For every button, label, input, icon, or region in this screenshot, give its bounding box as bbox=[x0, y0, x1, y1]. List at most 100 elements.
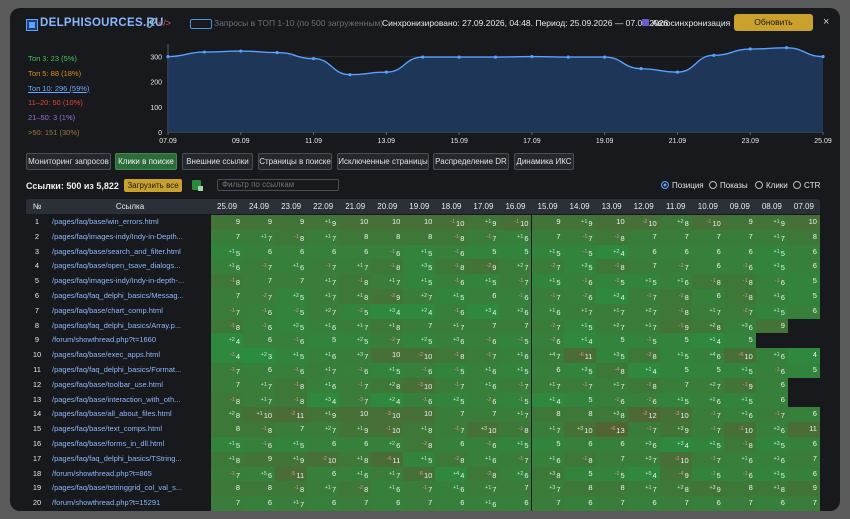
row-url-link[interactable]: /pages/faq/base/search_and_filter.html bbox=[52, 246, 181, 256]
row-url-link[interactable]: /pages/faq/base/win_errors.html bbox=[52, 217, 159, 226]
table-row[interactable]: 8/pages/faq/faq_delphi_basics/Array.p...… bbox=[26, 318, 820, 334]
col-date-header[interactable]: 18.09 bbox=[441, 202, 462, 211]
row-url-link[interactable]: /pages/faq/base/interaction_with_oth... bbox=[52, 394, 181, 404]
legend-item[interactable]: Топ 5: 88 (18%) bbox=[28, 68, 82, 78]
excel-export-icon[interactable] bbox=[192, 180, 203, 191]
col-date-header[interactable]: 14.09 bbox=[569, 202, 590, 211]
position-cell: 5 bbox=[723, 333, 756, 349]
table-row[interactable]: 1/pages/faq/base/win_errors.html 9 9 9 +19 10… bbox=[26, 215, 820, 230]
load-all-button[interactable]: Загрузить все bbox=[124, 179, 182, 192]
legend-item[interactable]: >50: 151 (30%) bbox=[28, 127, 80, 137]
row-url-link[interactable]: /pages/faq/base/forms_in_dll.html bbox=[52, 439, 165, 448]
position-value: 8 bbox=[748, 483, 753, 493]
site-name[interactable]: DELPHISOURCES.RU bbox=[40, 17, 164, 29]
table-row[interactable]: 18/forum/showthread.php?t=865 -17 +56 -511 6… bbox=[26, 466, 820, 482]
refresh-button[interactable]: Обновить bbox=[734, 14, 813, 31]
table-row[interactable]: 12/pages/faq/base/toolbar_use.html 7 +17 -1… bbox=[26, 377, 820, 393]
position-delta: -4 bbox=[614, 367, 620, 373]
col-date-header[interactable]: 21.09 bbox=[345, 202, 366, 211]
row-url-link[interactable]: /pages/faq/base/text_comps.html bbox=[52, 424, 163, 434]
code-icon[interactable]: </> bbox=[158, 18, 172, 28]
position-cell: -16 bbox=[467, 437, 500, 452]
table-row[interactable]: 4/pages/faq/base/open_tsave_dialogs... +1… bbox=[26, 259, 820, 275]
filter-input[interactable] bbox=[217, 179, 339, 191]
row-url-link[interactable]: /pages/faq/faq_delphi_basics/Format... bbox=[52, 365, 182, 374]
row-url-link[interactable]: /pages/faq/base/exec_apps.html bbox=[52, 350, 160, 360]
col-date-header[interactable]: 07.09 bbox=[793, 202, 814, 211]
col-date-header[interactable]: 19.09 bbox=[409, 202, 430, 211]
col-date-header[interactable]: 25.09 bbox=[217, 202, 238, 211]
position-value: 6 bbox=[780, 293, 785, 302]
col-date-header[interactable]: 10.09 bbox=[697, 202, 718, 211]
position-value: 8 bbox=[684, 307, 689, 317]
legend-item[interactable]: Топ 3: 23 (5%) bbox=[28, 54, 77, 63]
table-row[interactable]: 19/pages/faq/base/tstringgrid_col_val_s.… bbox=[26, 481, 820, 497]
close-icon[interactable]: × bbox=[823, 16, 830, 28]
autosync-label[interactable]: Автосинхронизация bbox=[652, 18, 731, 28]
col-date-header[interactable]: 13.09 bbox=[601, 202, 622, 211]
radio-1[interactable]: Позиция bbox=[661, 181, 704, 190]
radio-2[interactable]: Показы bbox=[709, 181, 748, 190]
table-row[interactable]: 9/forum/showthread.php?t=1660 +24 6 -16 5 +25… bbox=[26, 333, 820, 349]
table-row[interactable]: 17/pages/faq/faq_delphi_basics/TString..… bbox=[26, 451, 820, 467]
row-url-link[interactable]: /forum/showthread.php?t=865 bbox=[52, 468, 152, 478]
table-row[interactable]: 15/pages/faq/base/text_comps.html 8 -18 7 +2… bbox=[26, 422, 820, 437]
table-row[interactable]: 16/pages/faq/base/forms_in_dll.html +15 -1… bbox=[26, 437, 820, 452]
table-row[interactable]: 11/pages/faq/faq_delphi_basics/Format...… bbox=[26, 363, 820, 378]
row-url-link[interactable]: /pages/faq/base/tstringgrid_col_val_s... bbox=[52, 483, 183, 493]
col-date-header[interactable]: 23.09 bbox=[281, 202, 302, 211]
tab-2[interactable]: Клики в поиске bbox=[115, 153, 177, 170]
row-url-link[interactable]: /forum/showthread.php?t=15291 bbox=[52, 498, 161, 508]
radio-dot[interactable] bbox=[709, 181, 717, 189]
table-row[interactable]: 10/pages/faq/base/exec_apps.html -14 +23 +1… bbox=[26, 348, 820, 363]
col-number-header[interactable]: № bbox=[32, 202, 42, 211]
legend-item[interactable]: Топ 10: 296 (59%) bbox=[28, 83, 90, 93]
col-date-header[interactable]: 11.09 bbox=[665, 202, 686, 211]
autosync-checkbox[interactable] bbox=[642, 19, 649, 26]
table-row[interactable]: 3/pages/faq/base/search_and_filter.html +… bbox=[26, 244, 820, 260]
tab-6[interactable]: Распределение DR bbox=[433, 153, 509, 170]
legend-item[interactable]: 21–50: 3 (1%) bbox=[28, 113, 76, 123]
table-row[interactable]: 13/pages/faq/base/interaction_with_oth..… bbox=[26, 392, 820, 408]
tab-3[interactable]: Внешние ссылки bbox=[182, 153, 253, 170]
row-url-link[interactable]: /pages/faq/faq_delphi_basics/Messag... bbox=[52, 291, 184, 300]
row-url-link[interactable]: /pages/faq/base/all_about_files.html bbox=[52, 409, 172, 419]
table-row[interactable]: 6/pages/faq/faq_delphi_basics/Messag... 7… bbox=[26, 289, 820, 304]
row-url-link[interactable]: /pages/faq/base/toolbar_use.html bbox=[52, 379, 163, 389]
row-url-link[interactable]: /pages/faq/faq_delphi_basics/TString... bbox=[52, 453, 182, 463]
tab-4[interactable]: Страницы в поиске bbox=[258, 153, 332, 170]
col-date-header[interactable]: 15.09 bbox=[537, 202, 558, 211]
col-date-header[interactable]: 08.09 bbox=[761, 202, 782, 211]
row-url-link[interactable]: /pages/faq/images-indy/Indy-in-depth-... bbox=[52, 276, 185, 286]
col-date-header[interactable]: 12.09 bbox=[633, 202, 654, 211]
radio-3[interactable]: Клики bbox=[755, 181, 788, 190]
table-row[interactable]: 5/pages/faq/images-indy/Indy-in-depth-..… bbox=[26, 274, 820, 289]
col-date-header[interactable]: 22.09 bbox=[313, 202, 334, 211]
position-delta: -1 bbox=[710, 426, 716, 433]
radio-4[interactable]: CTR bbox=[793, 181, 820, 190]
row-url-link[interactable]: /pages/faq/faq_delphi_basics/Array.p... bbox=[52, 320, 182, 330]
col-date-header[interactable]: 16.09 bbox=[505, 202, 526, 211]
radio-dot[interactable] bbox=[755, 181, 763, 189]
row-url-link[interactable]: /pages/faq/images-indy/Indy-in-Depth... bbox=[52, 231, 183, 241]
table-row[interactable]: 20/forum/showthread.php?t=15291 7 6 +17 6 7 6 7… bbox=[26, 496, 820, 511]
row-url-link[interactable]: /forum/showthread.php?t=1660 bbox=[52, 335, 157, 345]
radio-dot[interactable] bbox=[793, 181, 801, 189]
col-date-header[interactable]: 17.09 bbox=[473, 202, 494, 211]
tab-5[interactable]: Исключенные страницы bbox=[337, 153, 429, 170]
tab-7[interactable]: Динамика ИКС bbox=[514, 153, 574, 170]
link-icon[interactable]: 🔗 bbox=[146, 18, 158, 28]
col-url-header[interactable]: Ссылка bbox=[115, 202, 145, 211]
radio-dot[interactable] bbox=[661, 181, 669, 189]
row-url-link[interactable]: /pages/faq/base/open_tsave_dialogs... bbox=[52, 261, 181, 271]
table-row[interactable]: 7/pages/faq/base/chart_comp.html -17 -16 -2… bbox=[26, 303, 820, 319]
row-url-link[interactable]: /pages/faq/base/chart_comp.html bbox=[52, 305, 163, 315]
col-date-header[interactable]: 09.09 bbox=[729, 202, 750, 211]
table-row[interactable]: 14/pages/faq/base/all_about_files.html +2… bbox=[26, 407, 820, 423]
tab-1[interactable]: Мониторинг запросов bbox=[26, 153, 111, 170]
legend-item[interactable]: 11–20: 50 (10%) bbox=[28, 98, 83, 108]
table-row[interactable]: 2/pages/faq/images-indy/Indy-in-Depth...… bbox=[26, 229, 820, 245]
col-date-header[interactable]: 24.09 bbox=[249, 202, 270, 211]
position-value: 8 bbox=[492, 470, 497, 480]
col-date-header[interactable]: 20.09 bbox=[377, 202, 398, 211]
